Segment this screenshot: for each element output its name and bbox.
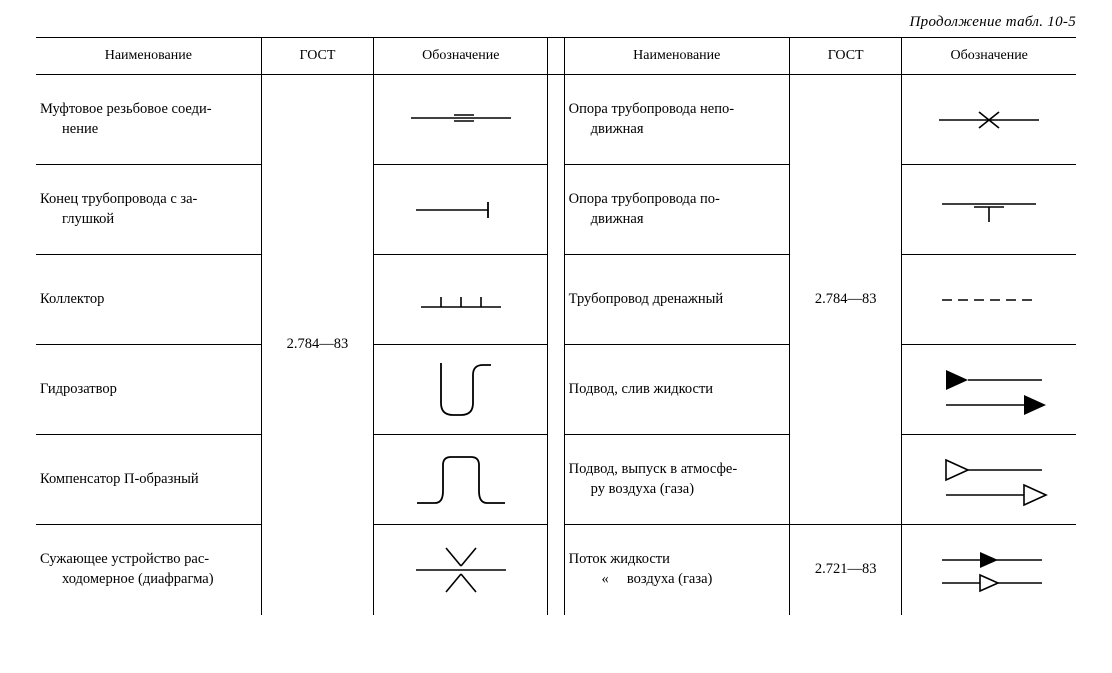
symbol-cell: [902, 165, 1076, 255]
collector-icon: [406, 285, 516, 315]
gost-value: 2.784—83: [287, 336, 349, 352]
table-body: Муфтовое резьбовое соеди- нение 2.784—83…: [36, 75, 1076, 615]
symbols-table: Наименование ГОСТ Обозначение Наименован…: [36, 37, 1076, 615]
name-cell: Подвод, выпуск в атмосфе- ру воздуха (га…: [564, 435, 789, 525]
name-line1: Подвод, выпуск в атмосфе-: [569, 461, 738, 477]
gost-value: 2.784—83: [815, 291, 877, 307]
name-line1: Опора трубопровода по-: [569, 191, 720, 207]
col-symbol-right: Обозначение: [902, 38, 1076, 75]
col-name-left: Наименование: [36, 38, 261, 75]
air-flow-icon: [924, 450, 1054, 510]
name-line1: Муфтовое резьбовое соеди-: [40, 101, 212, 117]
symbol-cell: [902, 345, 1076, 435]
symbol-cell: [902, 435, 1076, 525]
symbol-cell: [374, 255, 548, 345]
name-cell: Сужающее устройство рас- ходомерное (диа…: [36, 525, 261, 615]
gost-cell-left: 2.784—83: [261, 75, 374, 615]
name-cell: Муфтовое резьбовое соеди- нение: [36, 75, 261, 165]
u-trap-icon: [421, 355, 501, 425]
name-line2: нение: [40, 120, 253, 140]
col-name-right: Наименование: [564, 38, 789, 75]
gost-value: 2.721—83: [815, 561, 877, 577]
col-symbol-left: Обозначение: [374, 38, 548, 75]
name-line2: ру воздуха (газа): [569, 480, 781, 500]
center-divider: [548, 38, 564, 75]
pipe-end-cap-icon: [406, 195, 516, 225]
name-line1: Трубопровод дренажный: [569, 291, 723, 307]
name-line1: Гидрозатвор: [40, 381, 117, 397]
symbol-cell: [902, 255, 1076, 345]
p-compensator-icon: [411, 445, 511, 515]
name-line1: Опора трубопровода непо-: [569, 101, 734, 117]
drain-pipe-icon: [934, 292, 1044, 308]
name-line1: Компенсатор П-образный: [40, 471, 199, 487]
name-line2: « воздуха (газа): [569, 570, 781, 590]
name-line2: ходомерное (диафрагма): [40, 570, 253, 590]
support-movable-icon: [934, 192, 1044, 228]
gost-cell-right-bottom: 2.721—83: [789, 525, 902, 615]
name-cell: Опора трубопровода по- движная: [564, 165, 789, 255]
center-divider: [548, 75, 564, 615]
col-gost-left: ГОСТ: [261, 38, 374, 75]
page: Продолжение табл. 10-5 Наименование ГОСТ…: [0, 0, 1112, 673]
name-cell: Гидрозатвор: [36, 345, 261, 435]
name-line2: глушкой: [40, 210, 253, 230]
name-line1: Конец трубопровода с за-: [40, 191, 197, 207]
table-caption: Продолжение табл. 10-5: [36, 14, 1076, 31]
symbol-cell: [374, 75, 548, 165]
symbol-cell: [374, 525, 548, 615]
name-cell: Подвод, слив жидкости: [564, 345, 789, 435]
name-line1: Подвод, слив жидкости: [569, 381, 713, 397]
name-cell: Опора трубопровода непо- движная: [564, 75, 789, 165]
symbol-cell: [374, 345, 548, 435]
name-line1: Сужающее устройство рас-: [40, 551, 209, 567]
symbol-cell: [374, 435, 548, 525]
name-cell: Конец трубопровода с за- глушкой: [36, 165, 261, 255]
name-cell: Поток жидкости « воздуха (газа): [564, 525, 789, 615]
name-cell: Трубопровод дренажный: [564, 255, 789, 345]
col-gost-right: ГОСТ: [789, 38, 902, 75]
liquid-flow-icon: [924, 360, 1054, 420]
name-line2: движная: [569, 120, 781, 140]
orifice-icon: [406, 540, 516, 600]
name-cell: Коллектор: [36, 255, 261, 345]
symbol-cell: [374, 165, 548, 255]
name-cell: Компенсатор П-образный: [36, 435, 261, 525]
name-line2: движная: [569, 210, 781, 230]
thread-joint-icon: [406, 105, 516, 135]
table-row: Муфтовое резьбовое соеди- нение 2.784—83…: [36, 75, 1076, 165]
symbol-cell: [902, 525, 1076, 615]
name-line1: Поток жидкости: [569, 551, 670, 567]
support-fixed-icon: [934, 105, 1044, 135]
gost-cell-right-top: 2.784—83: [789, 75, 902, 525]
flow-both-icon: [924, 545, 1054, 595]
name-line1: Коллектор: [40, 291, 104, 307]
symbol-cell: [902, 75, 1076, 165]
header-row: Наименование ГОСТ Обозначение Наименован…: [36, 38, 1076, 75]
